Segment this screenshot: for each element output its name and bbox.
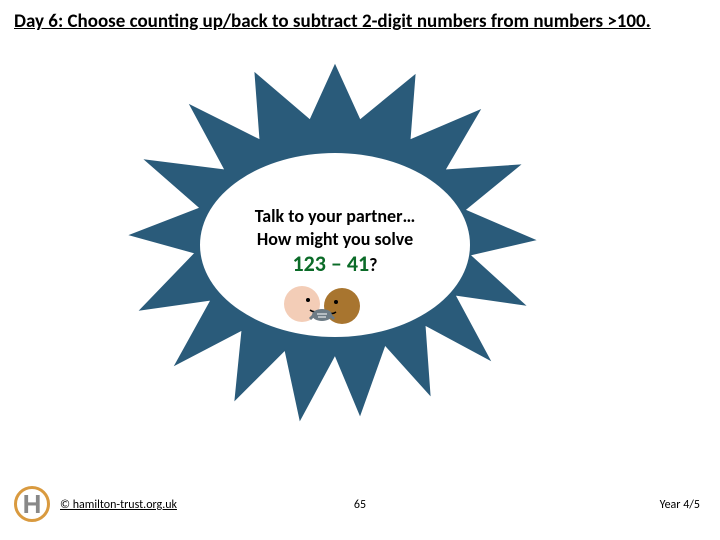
starburst-callout: Talk to your partner… How might you solv… bbox=[125, 55, 545, 435]
copyright-text: © hamilton-trust.org.uk bbox=[60, 498, 177, 512]
question-mark: ? bbox=[369, 254, 377, 276]
hamilton-logo-icon: H bbox=[14, 486, 50, 522]
callout-line1: Talk to your partner… bbox=[125, 205, 545, 228]
footer: H © hamilton-trust.org.uk 65 Year 4/5 bbox=[0, 482, 720, 522]
talking-faces-icon bbox=[280, 280, 368, 335]
callout-math-line: 123 – 41? bbox=[125, 250, 545, 277]
math-expression: 123 – 41 bbox=[293, 250, 370, 277]
slide-title: Day 6: Choose counting up/back to subtra… bbox=[14, 10, 706, 33]
page-number: 65 bbox=[354, 498, 366, 512]
callout-line2: How might you solve bbox=[125, 228, 545, 251]
callout-text-block: Talk to your partner… How might you solv… bbox=[125, 205, 545, 277]
year-label: Year 4/5 bbox=[660, 498, 700, 512]
